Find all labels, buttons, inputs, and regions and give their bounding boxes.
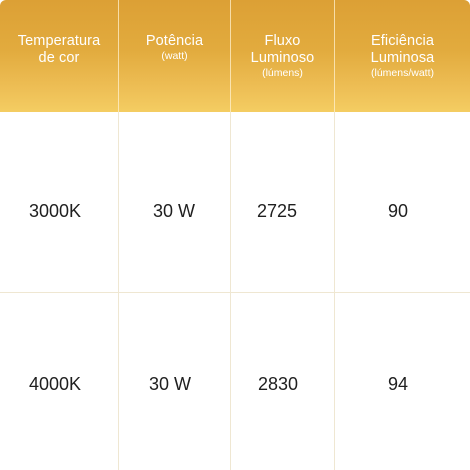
column-divider	[334, 112, 335, 470]
header-subtitle: (lúmens)	[262, 67, 303, 79]
header-divider	[118, 0, 119, 112]
header-title: Fluxo Luminoso	[250, 33, 315, 66]
cell-luminous-flux: 2830	[258, 374, 299, 394]
cell-luminous-efficiency: 94	[388, 374, 409, 394]
cell-power: 30 W	[153, 201, 196, 221]
column-divider	[118, 112, 119, 470]
header-title: Temperatura de cor	[17, 33, 101, 66]
header-title: Potência	[145, 33, 204, 49]
column-divider	[230, 112, 231, 470]
header-subtitle: (lúmens/watt)	[370, 67, 434, 79]
cell-color-temperature: 3000K	[29, 201, 82, 221]
table-header-row: Temperatura de cor Potência (watt) Fluxo…	[0, 0, 470, 112]
header-divider	[334, 0, 335, 112]
row-divider	[0, 292, 470, 293]
header-divider	[230, 0, 231, 112]
cell-power: 30 W	[149, 374, 192, 394]
header-subtitle: (watt)	[161, 50, 188, 62]
cell-luminous-flux: 2725	[257, 201, 298, 221]
cell-luminous-efficiency: 90	[388, 201, 409, 221]
header-luminous-flux: Fluxo Luminoso (lúmens)	[231, 0, 334, 112]
header-title: Eficiência Luminosa	[370, 33, 435, 66]
header-luminous-efficiency: Eficiência Luminosa (lúmens/watt)	[335, 0, 470, 112]
cell-color-temperature: 4000K	[29, 374, 82, 394]
header-power: Potência (watt)	[119, 0, 230, 112]
header-color-temperature: Temperatura de cor	[0, 0, 118, 112]
